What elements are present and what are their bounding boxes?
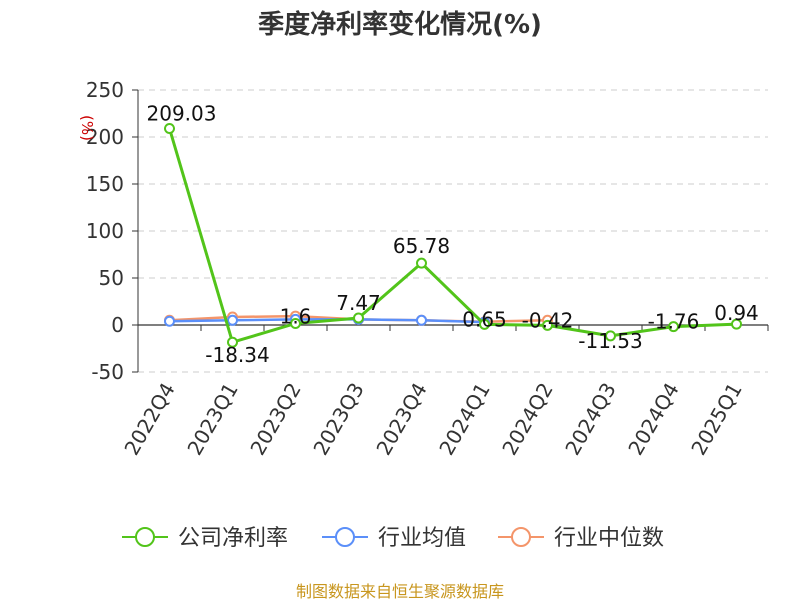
legend-label: 行业均值 [378,526,466,551]
legend: 公司净利率 行业均值 行业中位数 [122,526,664,551]
data-label: 0.94 [714,301,759,325]
x-tick-label: 2025Q1 [686,379,746,460]
data-label: -18.34 [205,343,269,367]
x-tick-label: 2023Q1 [182,379,242,460]
data-point [353,312,364,324]
data-point [416,257,427,269]
legend-marker [335,527,355,547]
data-point [542,319,553,331]
data-label: 209.03 [147,102,217,126]
gridlines [138,89,768,373]
y-tick-label: 0 [111,313,124,337]
legend-label: 公司净利率 [178,526,288,551]
data-point [227,314,238,326]
data-point [731,318,742,330]
data-label: 7.47 [336,291,381,315]
series-line [168,128,737,344]
data-point [164,315,175,327]
data-label: 65.78 [393,234,450,258]
x-tick-label: 2024Q4 [623,379,683,460]
legend-label: 行业中位数 [554,526,664,551]
y-tick-label: -50 [91,360,124,384]
y-tick-label: 250 [86,78,124,102]
x-tick-label: 2023Q4 [371,379,431,460]
y-tick-label: 100 [86,219,124,243]
data-label: -0.42 [522,308,574,332]
data-label: -1.76 [648,310,700,334]
legend-marker [511,527,531,547]
x-tick-label: 2023Q2 [245,379,305,460]
x-tick-label: 2024Q3 [560,379,620,460]
data-point [416,314,427,326]
x-tick-label: 2023Q3 [308,379,368,460]
data-point [605,330,616,342]
data-point [164,123,175,135]
data-point [668,321,679,333]
y-tick-label: 50 [99,266,124,290]
x-tick-label: 2022Q4 [119,379,179,460]
data-labels: 209.03 -18.34 1.6 7.47 65.78 0.65 -0.42-11.53-… [147,102,759,368]
x-tick-label: 2024Q1 [434,379,494,460]
data-label: 1.6 [280,304,312,328]
data-label: 0.65 [462,307,507,331]
data-point [290,317,301,329]
x-tick-label: 2024Q2 [497,379,557,460]
y-tick-label: 150 [86,172,124,196]
data-point [479,318,490,330]
series-lines [164,123,742,348]
legend-marker [135,527,155,547]
data-label: -11.53 [578,329,642,353]
data-point [227,336,238,348]
data-source-note: 制图数据来自恒生聚源数据库 [295,582,504,601]
y-axis-unit-label: (%) [78,115,96,141]
y-tick-label: 200 [86,125,124,149]
chart-title: 季度净利率变化情况(%) [258,10,542,40]
